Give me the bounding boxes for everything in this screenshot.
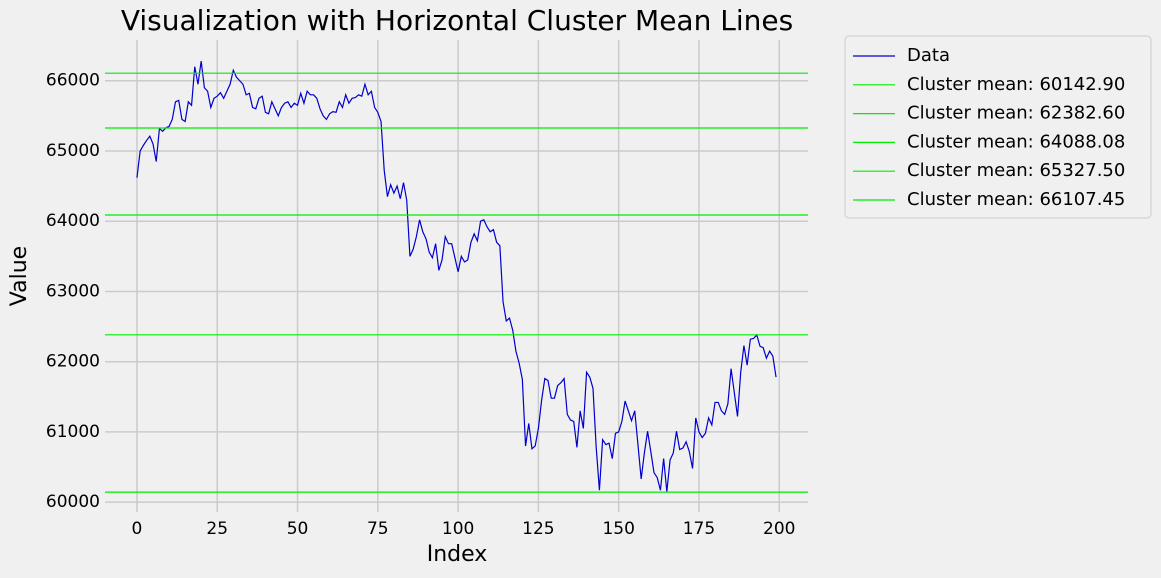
y-tick-label: 64000 xyxy=(46,211,100,231)
x-axis-label: Index xyxy=(427,542,488,567)
marks xyxy=(105,60,808,493)
x-tick-label: 125 xyxy=(522,519,554,539)
legend-label: Cluster mean: 64088.08 xyxy=(907,131,1125,152)
legend: Data Cluster mean: 60142.90 Cluster mean: … xyxy=(853,45,1125,210)
x-tick-label: 0 xyxy=(132,519,143,539)
y-tick-label: 60000 xyxy=(46,492,100,512)
chart-title: Visualization with Horizontal Cluster Me… xyxy=(121,4,793,37)
y-tick-label: 61000 xyxy=(46,422,100,442)
y-tick-label: 66000 xyxy=(46,71,100,91)
x-tick-label: 175 xyxy=(683,519,715,539)
legend-label: Cluster mean: 65327.50 xyxy=(907,160,1125,181)
x-tick-label: 100 xyxy=(442,519,474,539)
y-tick-label: 63000 xyxy=(46,281,100,301)
y-axis-label: Value xyxy=(7,246,32,306)
legend-box xyxy=(844,35,1152,219)
legend-label: Cluster mean: 66107.45 xyxy=(907,189,1125,210)
x-tick-label: 50 xyxy=(287,519,309,539)
grid: 0 25 50 75 100 125 150 175 200 60000 61000 62000 630… xyxy=(46,40,808,539)
x-tick-label: 150 xyxy=(602,519,634,539)
x-tick-label: 200 xyxy=(763,519,795,539)
y-tick-label: 62000 xyxy=(46,352,100,372)
x-tick-label: 75 xyxy=(367,519,389,539)
legend-label: Cluster mean: 60142.90 xyxy=(907,74,1125,95)
data-line xyxy=(136,60,777,492)
x-tick-label: 25 xyxy=(206,519,228,539)
y-tick-label: 65000 xyxy=(46,141,100,161)
legend-label: Data xyxy=(907,45,950,66)
legend-label: Cluster mean: 62382.60 xyxy=(907,103,1125,124)
